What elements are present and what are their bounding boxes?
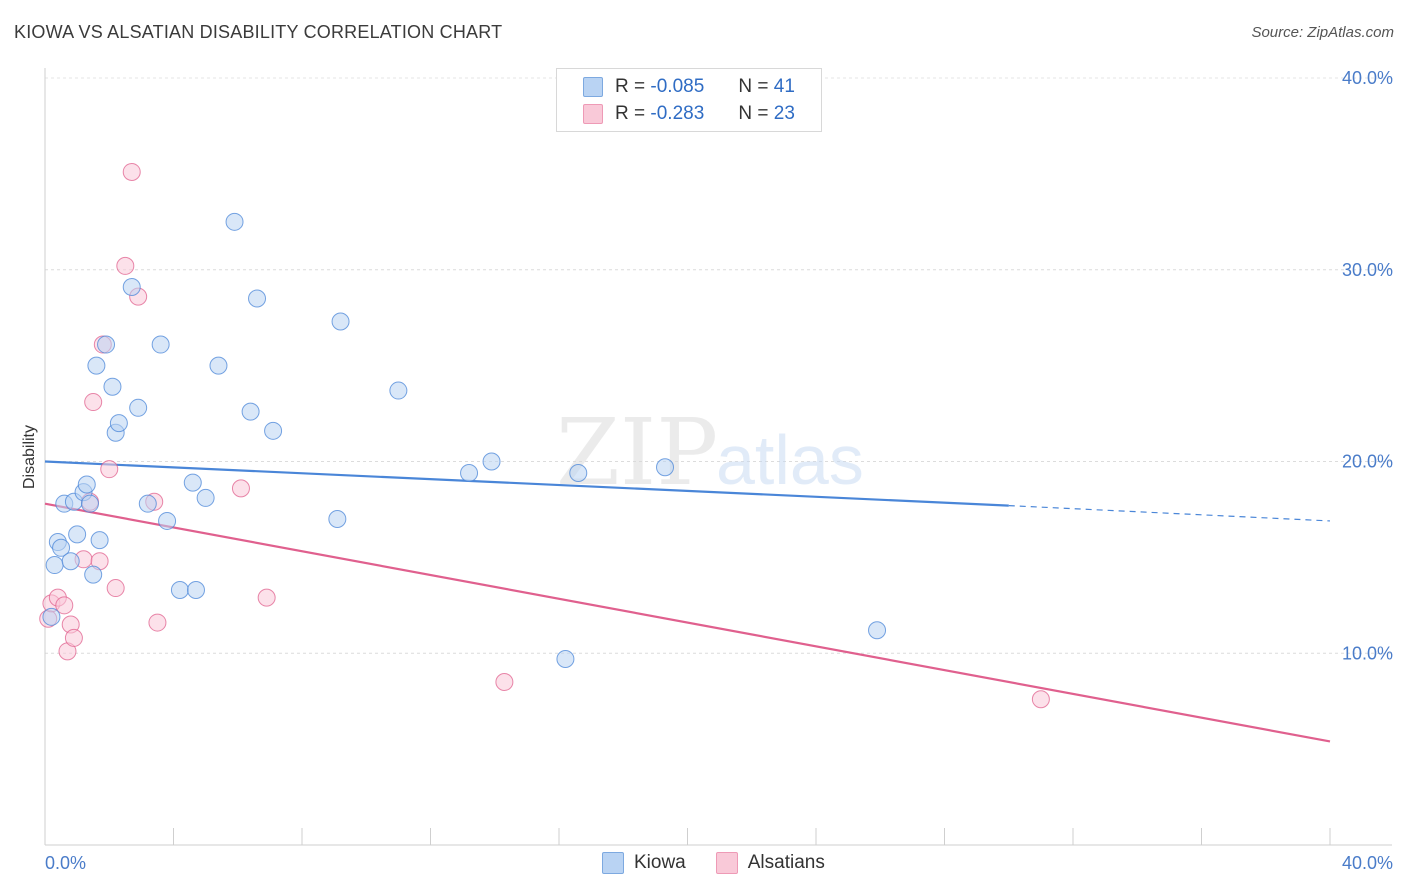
legend-item-kiowa[interactable]: Kiowa <box>602 852 686 874</box>
r-label: R = <box>615 76 646 97</box>
point-alsatians <box>1031 690 1050 709</box>
chart-title: KIOWA VS ALSATIAN DISABILITY CORRELATION… <box>14 22 503 42</box>
point-kiowa <box>183 473 202 492</box>
correlation-legend: R = -0.085 N = 41 R = -0.283 N = 23 <box>556 68 822 132</box>
n-label: N = <box>738 103 769 124</box>
y-tick-label: 40.0% <box>1342 68 1393 88</box>
x-tick-label: 40.0% <box>1342 853 1393 873</box>
alsatians-n-value: 23 <box>773 103 795 124</box>
legend-row-alsatians: R = -0.283 N = 23 <box>583 102 795 126</box>
point-kiowa <box>52 538 71 557</box>
alsatians-r-value: -0.283 <box>650 103 705 124</box>
y-tick-label: 30.0% <box>1342 260 1393 280</box>
legend-row-kiowa: R = -0.085 N = 41 <box>583 75 795 99</box>
watermark-atlas: atlas <box>716 421 864 499</box>
point-kiowa <box>90 531 109 550</box>
point-kiowa <box>264 421 283 440</box>
point-kiowa <box>68 525 87 544</box>
point-kiowa <box>460 464 479 483</box>
point-alsatians <box>106 579 125 598</box>
trend-lines <box>44 460 1331 743</box>
point-alsatians <box>100 460 119 479</box>
point-kiowa <box>129 398 148 417</box>
point-kiowa <box>87 356 106 375</box>
kiowa-legend-swatch <box>602 852 624 874</box>
r-label: R = <box>615 103 646 124</box>
point-kiowa <box>656 458 675 477</box>
n-label: N = <box>738 76 769 97</box>
y-axis-label: Disability <box>21 425 38 489</box>
kiowa-r-value: -0.085 <box>650 76 705 97</box>
alsatians-legend-swatch <box>715 852 738 874</box>
point-alsatians <box>231 479 250 498</box>
kiowa-swatch <box>583 77 603 97</box>
point-kiowa <box>138 494 157 513</box>
point-alsatians <box>122 162 141 181</box>
point-kiowa <box>241 402 260 421</box>
point-kiowa <box>248 289 267 308</box>
point-alsatians <box>64 628 83 647</box>
data-points <box>39 162 1050 709</box>
point-kiowa <box>97 335 116 354</box>
point-kiowa <box>109 414 128 433</box>
point-kiowa <box>45 556 64 575</box>
point-alsatians <box>257 588 276 607</box>
point-kiowa <box>151 335 170 354</box>
point-kiowa <box>103 377 122 396</box>
trend-line-alsatians <box>44 502 1331 743</box>
point-kiowa <box>389 381 408 400</box>
point-kiowa <box>331 312 350 331</box>
point-kiowa <box>482 452 501 471</box>
axes <box>44 68 1392 846</box>
point-kiowa <box>84 565 103 584</box>
point-kiowa <box>225 212 244 231</box>
series-legend: Kiowa Alsatians <box>602 852 855 874</box>
point-alsatians <box>55 596 74 615</box>
point-kiowa <box>209 356 228 375</box>
point-kiowa <box>186 580 205 599</box>
point-kiowa <box>196 488 215 507</box>
point-kiowa <box>328 510 347 529</box>
point-kiowa <box>569 464 588 483</box>
point-alsatians <box>148 613 167 632</box>
tick-labels: 10.0% 20.0% 30.0% 40.0% 0.0% 40.0% <box>45 68 1393 873</box>
alsatians-swatch <box>583 104 603 124</box>
x-tick-label: 0.0% <box>45 853 86 873</box>
point-kiowa <box>77 475 96 494</box>
point-kiowa <box>556 650 575 669</box>
y-tick-label: 20.0% <box>1342 452 1393 472</box>
point-kiowa <box>80 494 99 513</box>
point-kiowa <box>868 621 887 640</box>
watermark: ZIP atlas <box>556 399 864 506</box>
point-alsatians <box>495 673 514 692</box>
source-label: Source: ZipAtlas.com <box>1251 24 1394 41</box>
point-kiowa <box>170 580 189 599</box>
watermark-zip: ZIP <box>556 399 718 506</box>
point-alsatians <box>116 256 135 275</box>
point-kiowa <box>158 511 177 530</box>
grid-lines <box>45 77 1392 654</box>
alsatians-legend-label: Alsatians <box>747 852 825 873</box>
point-kiowa <box>61 552 80 571</box>
trend-line-extension-kiowa <box>1008 505 1331 522</box>
trend-line-kiowa <box>44 460 1009 507</box>
y-tick-label: 10.0% <box>1342 643 1393 663</box>
kiowa-n-value: 41 <box>773 76 795 97</box>
kiowa-legend-label: Kiowa <box>634 852 686 873</box>
point-kiowa <box>122 278 141 297</box>
point-alsatians <box>84 393 103 412</box>
legend-item-alsatians[interactable]: Alsatians <box>715 852 825 874</box>
point-kiowa <box>42 607 61 626</box>
